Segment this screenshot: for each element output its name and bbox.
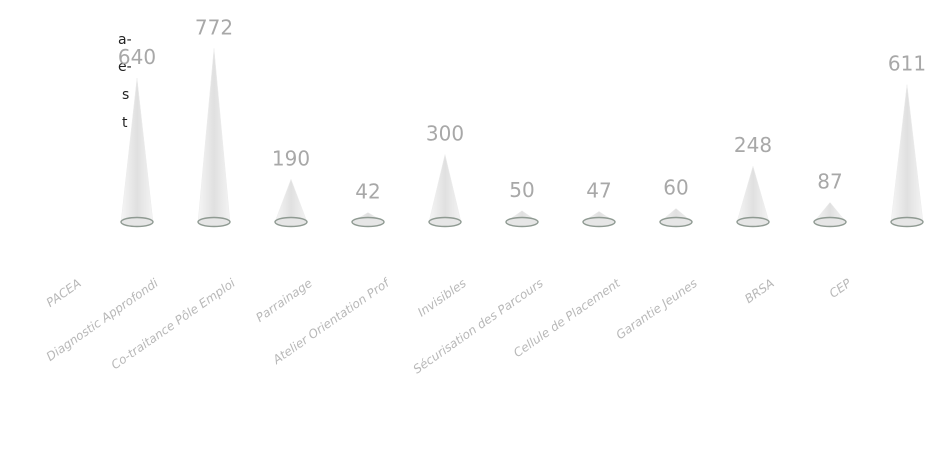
category-label: CEP	[827, 276, 855, 301]
category-label: Invisibles	[415, 276, 469, 319]
cone	[736, 165, 770, 223]
value-label: 190	[272, 146, 310, 170]
cone	[274, 178, 308, 223]
cone-base	[197, 216, 231, 228]
side-text: s	[122, 87, 129, 103]
value-label: 47	[586, 178, 611, 202]
cone-base	[890, 216, 924, 228]
cone-base	[736, 216, 770, 228]
side-text: t	[122, 115, 128, 131]
value-label: 87	[817, 169, 842, 193]
cone-base	[274, 216, 308, 228]
category-label: PACEA	[44, 276, 84, 310]
value-label: 248	[734, 133, 772, 157]
value-label: 42	[355, 180, 380, 204]
cone	[890, 84, 924, 223]
cone-base	[351, 216, 385, 228]
cone-base	[505, 216, 539, 228]
category-label: Parrainage	[253, 276, 314, 325]
category-label: BRSA	[742, 276, 777, 306]
cone-base	[428, 216, 462, 228]
cone-base	[813, 216, 847, 228]
value-label: 640	[118, 45, 156, 69]
side-text: a-	[118, 32, 132, 48]
cone-base	[120, 216, 154, 228]
value-label: 50	[509, 178, 534, 202]
category-label: Garantie Jeunes	[613, 276, 699, 342]
cone	[197, 48, 231, 223]
cone	[428, 154, 462, 223]
value-label: 772	[195, 15, 233, 39]
category-label: Co-traitance Pôle Emploi	[109, 276, 239, 373]
side-text: e-	[118, 59, 132, 75]
category-label: Sécurisation des Parcours	[411, 276, 546, 376]
value-label: 300	[426, 122, 464, 146]
cone-base	[659, 216, 693, 228]
value-label: 60	[663, 176, 688, 200]
cone-base	[582, 216, 616, 228]
value-label: 611	[888, 52, 925, 76]
